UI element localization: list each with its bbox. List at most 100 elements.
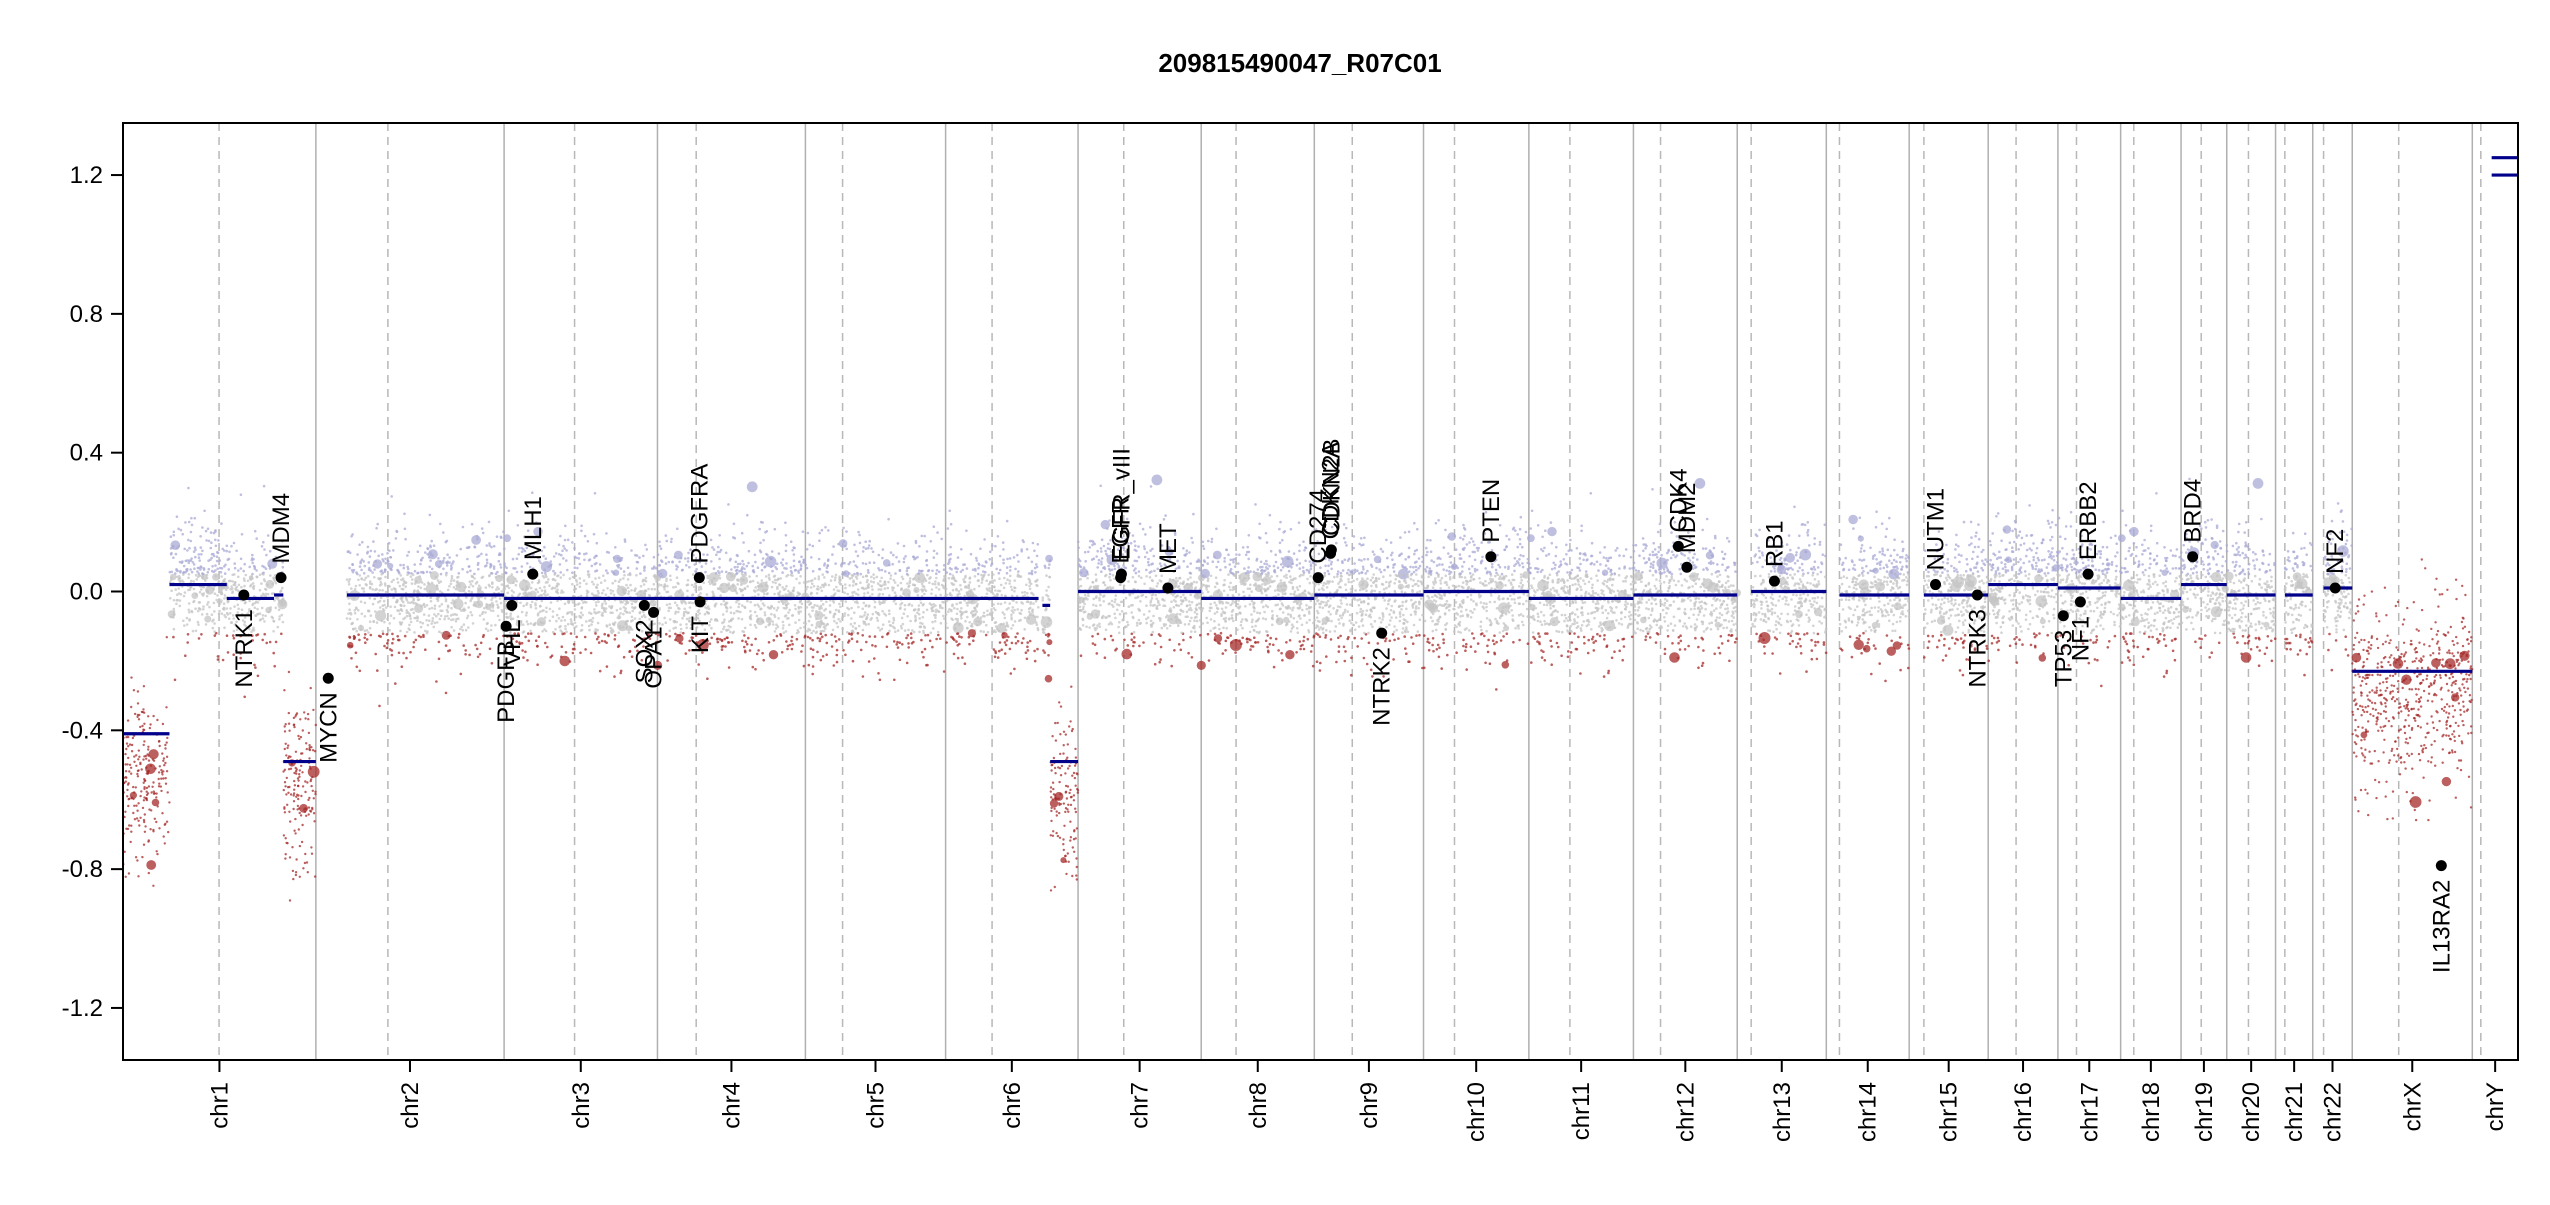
probe-point: [1048, 599, 1051, 602]
probe-point: [221, 612, 224, 615]
probe-point: [164, 842, 166, 844]
probe-point: [409, 615, 412, 618]
probe-point: [527, 632, 530, 635]
probe-point: [1016, 632, 1019, 635]
probe-point: [213, 630, 216, 633]
probe-point: [208, 606, 211, 609]
probe-point: [784, 521, 787, 524]
probe-point: [406, 574, 409, 577]
probe-point: [189, 586, 192, 589]
probe-point: [1193, 581, 1196, 584]
probe-point: [302, 729, 304, 731]
probe-point: [557, 574, 560, 577]
probe-point: [722, 613, 725, 616]
probe-point: [170, 552, 173, 555]
probe-point: [877, 613, 880, 616]
probe-point: [671, 561, 674, 564]
probe-point: [290, 793, 292, 795]
probe-point: [193, 563, 196, 566]
probe-point: [867, 591, 870, 594]
probe-point: [718, 534, 721, 537]
probe-point: [931, 588, 934, 591]
probe-point: [811, 639, 814, 642]
probe-point: [310, 785, 312, 787]
probe-point: [373, 568, 376, 571]
probe-point: [1055, 739, 1057, 741]
probe-point: [887, 632, 890, 635]
probe-point: [871, 644, 874, 647]
probe-point: [359, 670, 362, 673]
probe-point: [170, 535, 173, 538]
probe-point: [128, 872, 130, 874]
probe-point: [724, 645, 727, 648]
probe-point: [377, 601, 380, 604]
probe-point: [1045, 574, 1048, 577]
probe-point: [353, 636, 356, 639]
probe-point: [930, 604, 933, 607]
probe-point: [217, 601, 220, 604]
probe-point: [666, 585, 669, 588]
probe-point: [383, 609, 386, 612]
probe-point: [422, 635, 425, 638]
probe-point: [549, 608, 552, 611]
probe-point: [974, 569, 977, 572]
probe-point: [964, 611, 967, 614]
probe-point: [935, 577, 938, 580]
probe-point: [569, 577, 572, 580]
probe-point: [172, 534, 175, 537]
probe-point: [459, 628, 462, 631]
probe-point: [822, 655, 825, 658]
probe-point: [960, 636, 963, 639]
probe-point: [413, 641, 416, 644]
probe-point: [801, 644, 804, 647]
probe-point: [223, 565, 226, 568]
probe-point: [899, 608, 902, 611]
probe-point: [808, 664, 811, 667]
probe-point: [691, 594, 694, 597]
probe-point: [1027, 649, 1030, 652]
probe-point: [706, 677, 709, 680]
probe-point: [1050, 796, 1052, 798]
probe-point: [697, 594, 700, 597]
probe-point: [788, 609, 791, 612]
probe-point: [176, 515, 179, 518]
probe-point: [264, 615, 267, 618]
probe-point: [880, 577, 883, 580]
probe-point: [523, 579, 526, 582]
probe-point: [791, 574, 794, 577]
probe-point: [817, 613, 820, 616]
probe-point: [136, 810, 138, 812]
probe-point: [806, 548, 809, 551]
probe-point: [373, 559, 382, 568]
probe-point: [853, 544, 856, 547]
probe-point: [358, 639, 361, 642]
probe-point: [291, 846, 293, 848]
probe-point: [136, 773, 138, 775]
probe-point: [412, 602, 415, 605]
probe-point: [1050, 834, 1052, 836]
probe-point: [170, 589, 173, 592]
probe-point: [570, 632, 573, 635]
probe-point: [834, 579, 837, 582]
probe-point: [904, 604, 907, 607]
probe-point: [388, 542, 391, 545]
probe-point: [688, 566, 691, 569]
probe-point: [453, 586, 456, 589]
probe-point: [438, 641, 441, 644]
probe-point: [638, 556, 641, 559]
probe-point: [263, 633, 266, 636]
probe-point: [366, 638, 369, 641]
probe-point: [1047, 633, 1050, 636]
probe-point: [417, 550, 420, 553]
probe-point: [1014, 620, 1017, 623]
probe-point: [785, 534, 788, 537]
probe-point: [1053, 757, 1055, 759]
probe-point: [949, 546, 952, 549]
probe-point: [179, 599, 182, 602]
probe-point: [835, 574, 838, 577]
probe-point: [918, 631, 921, 634]
probe-point: [897, 542, 900, 545]
probe-point: [429, 546, 432, 549]
probe-point: [594, 492, 597, 495]
probe-point: [543, 586, 546, 589]
